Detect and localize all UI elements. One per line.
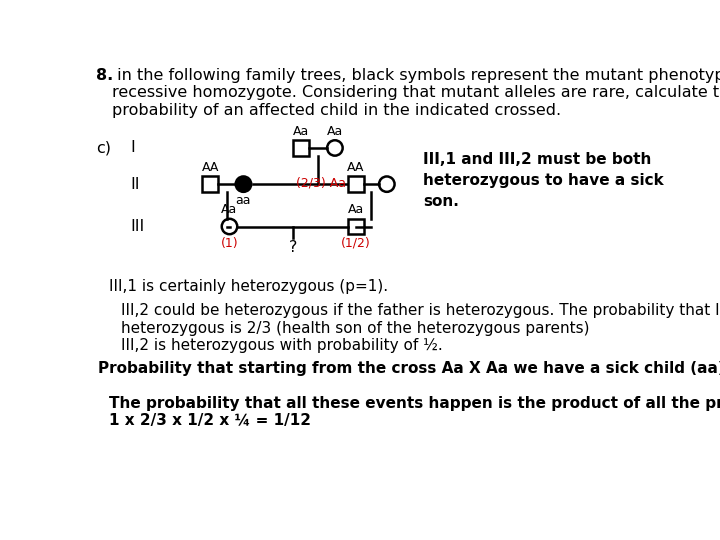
Text: III,2 is heterozygous with probability of ½.: III,2 is heterozygous with probability o… <box>121 338 443 353</box>
Text: (1): (1) <box>221 237 238 249</box>
Text: c): c) <box>96 140 111 156</box>
Text: (1/2): (1/2) <box>341 237 371 249</box>
Text: Aa: Aa <box>348 204 364 217</box>
Text: Aa: Aa <box>292 125 309 138</box>
Text: Probability that starting from the cross Aa X Aa we have a sick child (aa) = 1/4: Probability that starting from the cross… <box>98 361 720 376</box>
Text: AA: AA <box>347 161 364 174</box>
Text: III,1 and III,2 must be both
heterozygous to have a sick
son.: III,1 and III,2 must be both heterozygou… <box>423 152 664 209</box>
Bar <box>202 177 218 192</box>
Text: III,1 is certainly heterozygous (p=1).: III,1 is certainly heterozygous (p=1). <box>109 279 389 294</box>
Text: ?: ? <box>289 240 297 255</box>
Circle shape <box>327 140 343 156</box>
Bar <box>348 219 364 234</box>
Text: The probability that all these events happen is the product of all the probabili: The probability that all these events ha… <box>109 396 720 428</box>
Circle shape <box>235 177 251 192</box>
Text: I: I <box>130 140 135 156</box>
Text: 8.: 8. <box>96 68 114 83</box>
Text: III: III <box>130 219 145 234</box>
Text: (2/3) Aa: (2/3) Aa <box>296 177 346 190</box>
Text: III,2 could be heterozygous if the father is heterozygous. The probability that : III,2 could be heterozygous if the fathe… <box>121 303 720 336</box>
Text: Aa: Aa <box>221 204 238 217</box>
Text: Aa: Aa <box>327 125 343 138</box>
Circle shape <box>379 177 395 192</box>
Bar <box>293 140 309 156</box>
Text: AA: AA <box>202 161 219 174</box>
Text: in the following family trees, black symbols represent the mutant phenotype of
r: in the following family trees, black sym… <box>112 68 720 118</box>
Circle shape <box>222 219 238 234</box>
Text: II: II <box>130 177 140 192</box>
Bar <box>348 177 364 192</box>
Text: aa: aa <box>235 194 251 207</box>
